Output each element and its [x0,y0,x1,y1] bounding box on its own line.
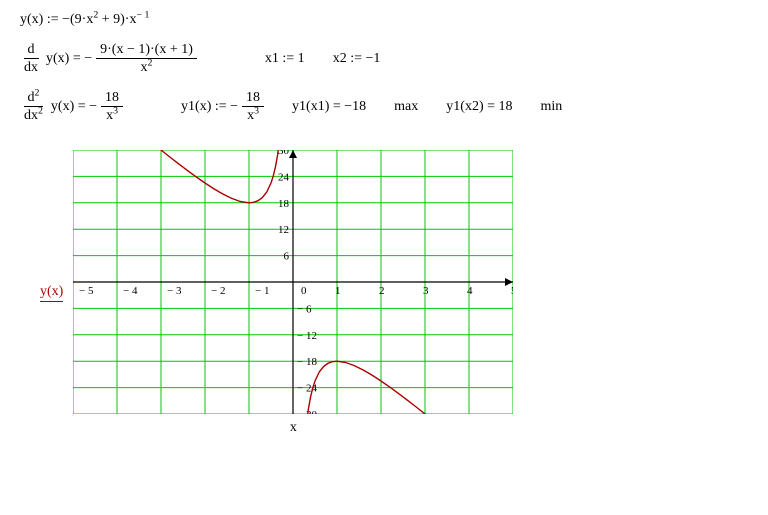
svg-text:− 3: − 3 [167,285,182,297]
ydef-text: y(x) := −(9·x2 + 9)·x− 1 [20,12,149,28]
svg-text:0: 0 [301,285,307,297]
svg-text:30: 30 [278,150,290,157]
y1-def: y1(x) := − 18 x3 [181,90,264,124]
min-label: min [541,99,563,115]
x2-assign: x2 := −1 [333,51,381,67]
svg-text:− 18: − 18 [297,356,317,368]
svg-text:− 5: − 5 [79,285,94,297]
d-dx: d dx [20,42,42,76]
function-plot: − 5− 4− 3− 2− 1012345− 30− 24− 18− 12− 6… [73,150,513,414]
svg-text:− 2: − 2 [211,285,225,297]
equation-second-derivative: d2 dx2 y(x) = − 18 x3 y1(x) := − 18 x3 y… [20,90,748,124]
svg-text:− 1: − 1 [255,285,269,297]
svg-text:18: 18 [278,197,290,209]
d2-expression: d2 dx2 y(x) = − 18 x3 [20,90,123,124]
svg-text:24: 24 [278,171,290,183]
d2-rhs: 18 x3 [101,90,123,124]
x1-assign: x1 := 1 [265,51,305,67]
x-axis-label: x [290,420,297,436]
svg-text:1: 1 [335,285,341,297]
max-label: max [394,99,418,115]
svg-text:5: 5 [511,285,513,297]
svg-text:12: 12 [278,224,289,236]
d1-rhs: 9·(x − 1)·(x + 1) x2 [96,42,197,76]
svg-text:2: 2 [379,285,385,297]
svg-text:6: 6 [284,250,290,262]
svg-text:3: 3 [423,285,429,297]
d2-dx2: d2 dx2 [20,90,47,124]
chart-area: y(x) − 5− 4− 3− 2− 1012345− 30− 24− 18− … [40,150,748,436]
svg-text:− 12: − 12 [297,329,317,341]
equation-first-derivative: d dx y(x) = − 9·(x − 1)·(x + 1) x2 x1 :=… [20,42,748,76]
y-axis-label: y(x) [40,284,63,302]
y1x2-value: y1(x2) = 18 [446,99,512,115]
svg-text:− 4: − 4 [123,285,138,297]
d1-expression: d dx y(x) = − 9·(x − 1)·(x + 1) x2 [20,42,197,76]
svg-text:4: 4 [467,285,473,297]
svg-text:− 6: − 6 [297,303,312,315]
y1x1-value: y1(x1) = −18 [292,99,366,115]
equation-ydef: y(x) := −(9·x2 + 9)·x− 1 [20,12,748,28]
